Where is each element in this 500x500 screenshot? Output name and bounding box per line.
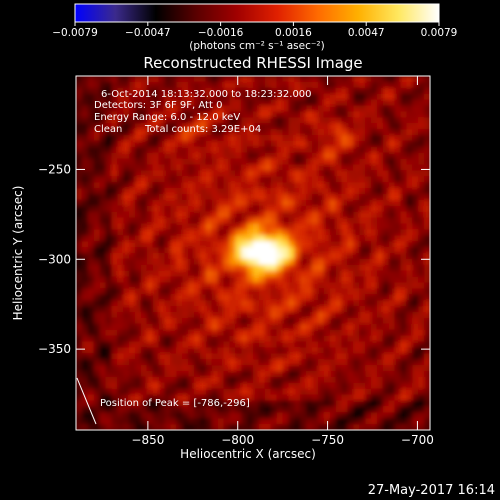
colorbar-tick-label: −0.0016 bbox=[198, 27, 244, 39]
x-tick-label: −750 bbox=[311, 433, 344, 447]
detectors-label: Detectors: 3F 6F 9F, Att 0 bbox=[94, 100, 222, 111]
heatmap-image bbox=[76, 76, 430, 430]
colorbar-gradient bbox=[74, 3, 440, 23]
x-tick-label: −700 bbox=[401, 433, 434, 447]
colorbar-unit-label: (photons cm⁻² s⁻¹ asec⁻²) bbox=[189, 40, 324, 52]
footer-timestamp: 27-May-2017 16:14 bbox=[368, 483, 495, 498]
x-axis-label: Heliocentric X (arcsec) bbox=[180, 447, 316, 461]
plot-frame bbox=[75, 75, 431, 431]
colorbar-tick-label: 0.0079 bbox=[421, 27, 458, 39]
colorbar-tick-label: 0.0016 bbox=[275, 27, 312, 39]
total-counts-label: Total counts: 3.29E+04 bbox=[144, 124, 261, 135]
colorbar-tick-label: −0.0047 bbox=[125, 27, 171, 39]
x-tick-label: −800 bbox=[221, 433, 254, 447]
info-annotations: 6-Oct-2014 18:13:32.000 to 18:23:32.000 … bbox=[94, 89, 312, 135]
y-tick-label: −350 bbox=[38, 342, 71, 356]
colorbar-tick-label: 0.0047 bbox=[348, 27, 385, 39]
chart-title: Reconstructed RHESSI Image bbox=[143, 54, 362, 72]
colorbar-ticks: −0.0079 −0.0047 −0.0016 0.0016 0.0047 0.0079 bbox=[52, 22, 457, 39]
colorbar-tick-label: −0.0079 bbox=[52, 27, 98, 39]
time-range-label: 6-Oct-2014 18:13:32.000 to 18:23:32.000 bbox=[101, 89, 312, 100]
y-axis-label: Heliocentric Y (arcsec) bbox=[11, 186, 25, 321]
y-tick-label: −250 bbox=[38, 162, 71, 176]
clean-label: Clean bbox=[94, 124, 122, 135]
x-tick-label: −850 bbox=[131, 433, 164, 447]
y-tick-label: −300 bbox=[38, 252, 71, 266]
energy-range-label: Energy Range: 6.0 - 12.0 keV bbox=[94, 112, 240, 123]
axis-ticks: −850 −800 −750 −700 −250 −300 −350 bbox=[38, 76, 434, 447]
limb-line bbox=[76, 377, 97, 425]
colorbar: −0.0079 −0.0047 −0.0016 0.0016 0.0047 0.0079 … bbox=[52, 3, 457, 52]
peak-position-label: Position of Peak = [-786,-296] bbox=[100, 398, 250, 409]
